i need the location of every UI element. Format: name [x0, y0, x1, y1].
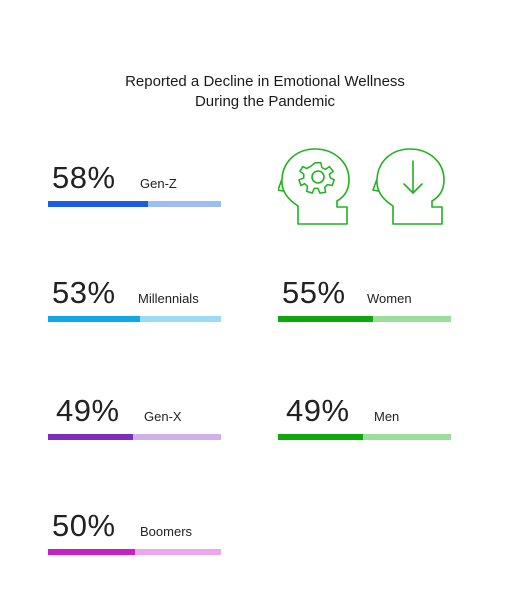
stat-men: 49% Men — [278, 393, 451, 463]
stat-bar-track — [135, 549, 221, 555]
stat-women: 55% Women — [278, 275, 451, 345]
stat-label: Gen-X — [144, 409, 182, 424]
chart-title: Reported a Decline in Emotional Wellness… — [0, 72, 514, 112]
stat-percent: 58% — [52, 160, 116, 195]
stat-bar — [48, 549, 221, 555]
stat-label: Gen-Z — [140, 176, 177, 191]
stat-percent: 55% — [282, 275, 346, 310]
stat-gen-z: 58% Gen-Z — [48, 160, 221, 230]
stat-bar-fill — [278, 434, 363, 440]
stat-bar-track — [373, 316, 451, 322]
stat-bar — [278, 434, 451, 440]
head-gear-icon — [277, 148, 350, 225]
stat-bar — [278, 316, 451, 322]
stat-bar-fill — [48, 549, 135, 555]
stat-bar — [48, 316, 221, 322]
stat-bar-fill — [278, 316, 373, 322]
head-icons-svg — [277, 148, 445, 225]
stat-boomers: 50% Boomers — [48, 508, 221, 578]
stat-bar-track — [363, 434, 451, 440]
stat-percent: 49% — [286, 393, 350, 428]
stat-bar-track — [140, 316, 221, 322]
stat-label: Women — [367, 291, 412, 306]
stat-bar-fill — [48, 201, 148, 207]
stat-bar-fill — [48, 316, 140, 322]
stat-bar-track — [133, 434, 221, 440]
stat-percent: 50% — [52, 508, 116, 543]
chart-title-line-2: During the Pandemic — [194, 93, 336, 110]
stat-bar — [48, 201, 221, 207]
stat-bar-fill — [48, 434, 133, 440]
stat-percent: 49% — [56, 393, 120, 428]
stat-bar-track — [148, 201, 221, 207]
stat-label: Men — [374, 409, 400, 424]
icons-group — [277, 146, 448, 230]
stat-label: Millennials — [138, 291, 199, 306]
stat-label: Boomers — [140, 524, 193, 539]
stat-millennials: 53% Millennials — [48, 275, 221, 345]
head-down-arrow-icon — [372, 148, 445, 225]
chart-title-line-1: Reported a Decline in Emotional Wellness — [125, 73, 405, 90]
stat-bar — [48, 434, 221, 440]
stat-gen-x: 49% Gen-X — [48, 393, 221, 463]
stat-percent: 53% — [52, 275, 116, 310]
